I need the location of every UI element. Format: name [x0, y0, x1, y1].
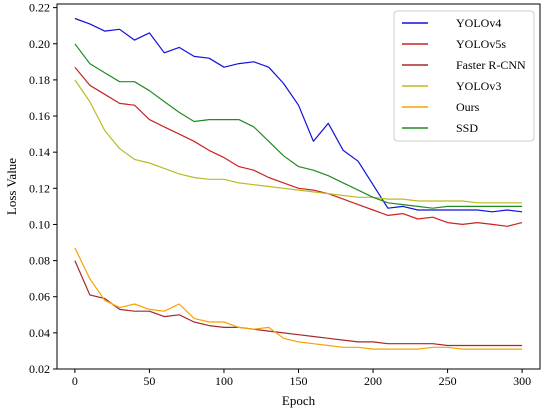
x-tick-label: 100: [215, 374, 233, 388]
y-axis: 0.02 0.04 0.06 0.08 0.10 0.12 0.14 0.16 0.18 0.20…: [29, 1, 57, 376]
y-tick-label: 0.18: [29, 73, 50, 87]
legend-label-0: YOLOv4: [456, 16, 501, 30]
y-tick-label: 0.16: [29, 109, 50, 123]
series-line-3: [74, 79, 523, 204]
series-line-2: [74, 260, 523, 347]
series-line-5: [74, 43, 523, 209]
x-tick-label: 50: [143, 374, 155, 388]
x-tick-label: 250: [439, 374, 457, 388]
plot-lines: [74, 17, 523, 350]
x-tick-label: 200: [364, 374, 382, 388]
series-line-1: [74, 66, 523, 227]
legend-label-3: YOLOv3: [456, 79, 501, 93]
legend-label-2: Faster R-CNN: [456, 58, 526, 72]
legend-label-5: SSD: [456, 121, 478, 135]
x-axis: 0 50 100 150 200 250 300: [72, 369, 531, 388]
legend-label-1: YOLOv5s: [456, 37, 506, 51]
series-line-4: [74, 247, 523, 350]
series-line-0: [74, 17, 523, 213]
x-tick-label: 150: [290, 374, 308, 388]
y-tick-label: 0.22: [29, 1, 50, 15]
legend: YOLOv4 YOLOv5s Faster R-CNN YOLOv3 Ours SSD: [393, 10, 535, 142]
legend-box: [393, 10, 535, 142]
y-tick-label: 0.12: [29, 181, 50, 195]
y-tick-label: 0.20: [29, 37, 50, 51]
y-tick-label: 0.14: [29, 145, 50, 159]
y-tick-label: 0.02: [29, 362, 50, 376]
y-tick-label: 0.06: [29, 290, 50, 304]
x-tick-label: 300: [513, 374, 531, 388]
y-tick-label: 0.08: [29, 254, 50, 268]
x-tick-label: 0: [72, 374, 78, 388]
legend-label-4: Ours: [456, 100, 480, 114]
y-axis-title: Loss Value: [4, 158, 19, 215]
y-tick-label: 0.10: [29, 217, 50, 231]
x-axis-title: Epoch: [282, 393, 316, 408]
y-tick-label: 0.04: [29, 326, 50, 340]
